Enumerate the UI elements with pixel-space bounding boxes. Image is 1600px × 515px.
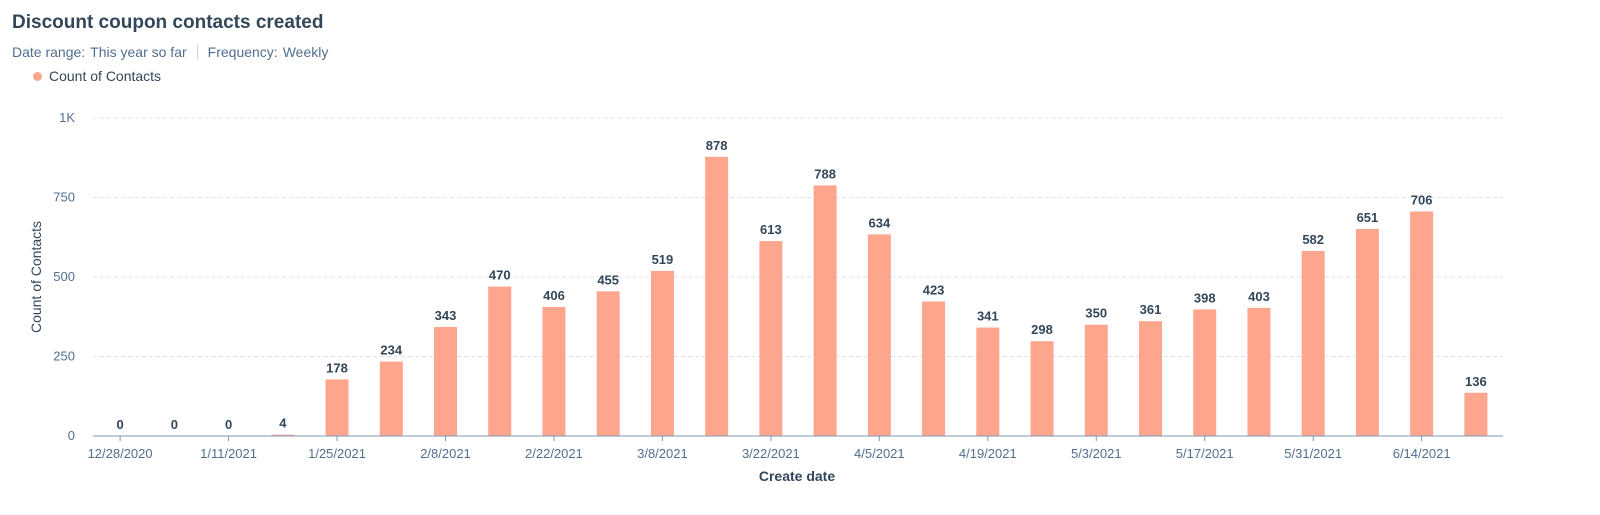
- bar: [813, 185, 837, 436]
- data-label: 350: [1085, 306, 1107, 321]
- bar: [1084, 324, 1108, 436]
- data-label: 0: [225, 417, 232, 432]
- bar: [596, 291, 620, 436]
- legend-swatch: [33, 71, 42, 81]
- bar: [1301, 250, 1325, 436]
- y-tick-label: 500: [53, 269, 75, 284]
- x-tick-label: 5/17/2021: [1176, 446, 1234, 461]
- data-label: 361: [1140, 302, 1162, 317]
- data-label: 634: [868, 215, 890, 230]
- y-axis-title: Count of Contacts: [28, 221, 44, 333]
- x-tick-label: 1/11/2021: [200, 446, 257, 461]
- data-label: 341: [977, 309, 999, 324]
- x-tick-label: 2/22/2021: [525, 446, 583, 461]
- date-range-value: This year so far: [90, 44, 187, 60]
- data-label: 398: [1194, 290, 1216, 305]
- data-label: 0: [116, 417, 123, 432]
- report-meta: Date range: This year so far Frequency: …: [12, 44, 328, 60]
- bar: [650, 270, 674, 436]
- x-tick-label: 4/5/2021: [854, 446, 905, 461]
- bar: [1030, 341, 1054, 436]
- bar: [1464, 392, 1488, 436]
- x-tick-label: 1/25/2021: [308, 446, 366, 461]
- bar: [705, 156, 729, 436]
- data-label: 706: [1411, 192, 1433, 207]
- bar: [325, 379, 349, 436]
- bar: [1193, 309, 1217, 436]
- data-label: 403: [1248, 289, 1270, 304]
- data-label: 651: [1357, 210, 1379, 225]
- bar: [379, 361, 403, 436]
- data-label: 4: [279, 416, 287, 431]
- data-label: 613: [760, 222, 782, 237]
- x-tick-label: 5/31/2021: [1284, 446, 1342, 461]
- data-label: 455: [597, 272, 619, 287]
- frequency-label: Frequency:: [207, 44, 278, 60]
- data-label: 406: [543, 288, 565, 303]
- x-tick-label: 5/3/2021: [1071, 446, 1122, 461]
- bar: [922, 301, 946, 436]
- x-axis-title: Create date: [759, 468, 835, 484]
- date-range-label: Date range:: [12, 44, 86, 60]
- data-label: 136: [1465, 374, 1487, 389]
- bar: [488, 286, 512, 436]
- bar: [271, 434, 295, 436]
- y-tick-label: 1K: [59, 110, 75, 125]
- meta-divider: [196, 44, 198, 60]
- data-label: 178: [326, 360, 348, 375]
- bar: [434, 326, 457, 436]
- x-tick-label: 6/14/2021: [1393, 446, 1451, 461]
- x-tick-label: 3/8/2021: [637, 446, 688, 461]
- data-label: 0: [171, 417, 178, 432]
- y-tick-label: 750: [53, 190, 75, 205]
- data-label: 878: [706, 138, 728, 153]
- chart-legend[interactable]: Count of Contacts: [33, 68, 161, 84]
- y-tick-label: 250: [53, 349, 75, 364]
- data-label: 582: [1302, 232, 1324, 247]
- bar: [1247, 307, 1271, 436]
- bar: [1410, 211, 1434, 436]
- bar: [759, 241, 783, 436]
- x-tick-label: 4/19/2021: [959, 446, 1017, 461]
- chart-title: Discount coupon contacts created: [12, 12, 324, 33]
- data-label: 234: [380, 343, 402, 358]
- data-label: 423: [923, 282, 945, 297]
- x-tick-label: 2/8/2021: [420, 446, 471, 461]
- data-label: 470: [489, 268, 511, 283]
- data-label: 788: [814, 166, 836, 181]
- x-tick-label: 12/28/2020: [88, 446, 153, 461]
- x-tick-label: 3/22/2021: [742, 446, 800, 461]
- frequency-value: Weekly: [282, 44, 329, 60]
- bar: [867, 234, 891, 436]
- bar: [1355, 228, 1379, 436]
- data-label: 298: [1031, 322, 1053, 337]
- bar: [1139, 321, 1162, 436]
- bar: [542, 306, 566, 436]
- data-label: 519: [652, 252, 674, 267]
- y-tick-label: 0: [68, 428, 75, 443]
- legend-label: Count of Contacts: [49, 68, 162, 84]
- data-label: 343: [435, 308, 457, 323]
- bar: [976, 327, 1000, 436]
